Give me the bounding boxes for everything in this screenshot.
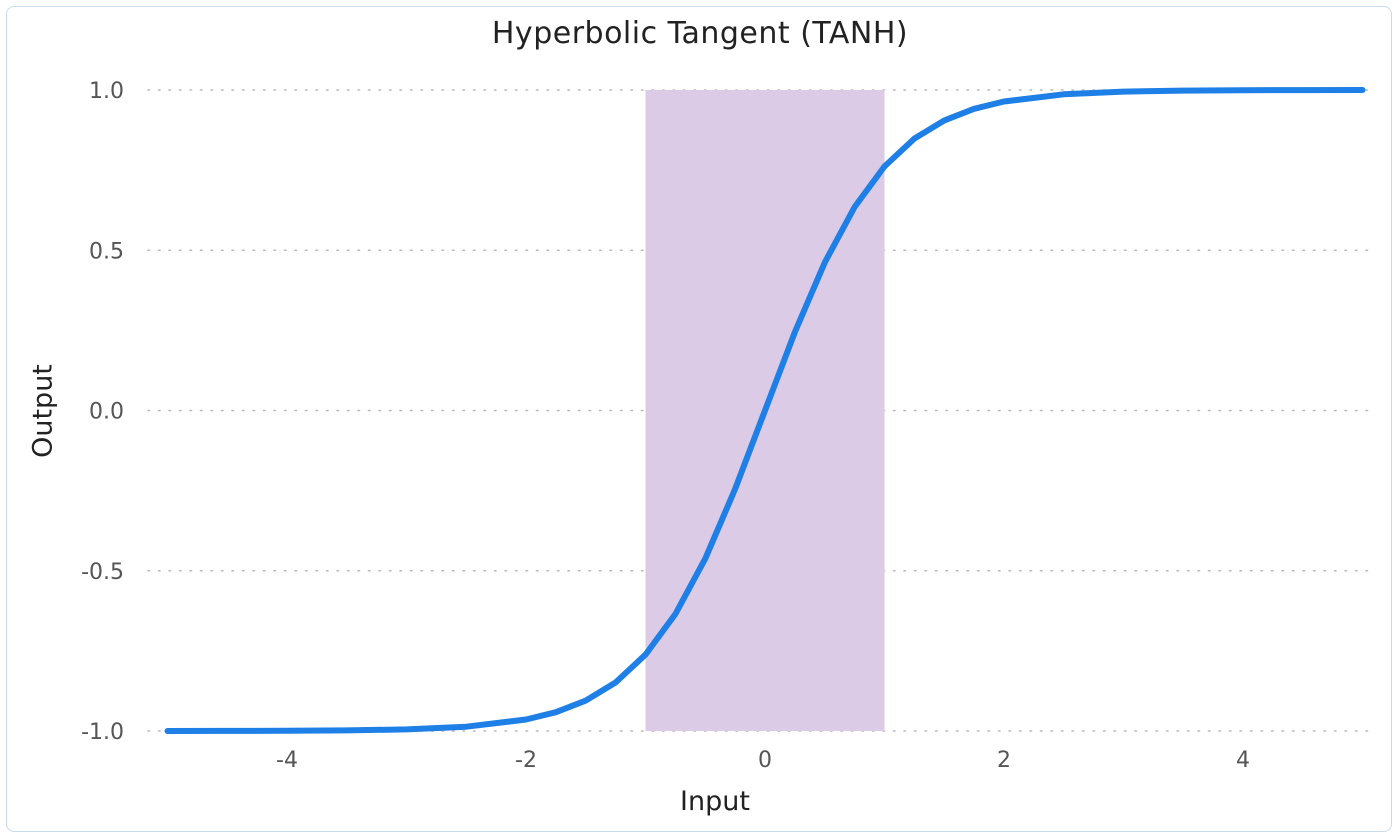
y-tick-label: -1.0 (81, 720, 124, 745)
series-group (164, 87, 1366, 734)
x-tick-labels: -4 -2 0 2 4 (276, 748, 1250, 773)
x-tick-label: 4 (1236, 748, 1250, 773)
x-tick-label: 0 (758, 748, 772, 773)
chart-title: Hyperbolic Tangent (TANH) (491, 16, 909, 51)
y-tick-label: 0.0 (89, 400, 124, 425)
y-tick-label: -0.5 (81, 560, 124, 585)
y-tick-label: 1.0 (89, 79, 124, 104)
x-axis-label: Input (680, 786, 750, 817)
y-tick-label: 0.5 (89, 239, 124, 264)
y-tick-labels: -1.0 -0.5 0.0 0.5 1.0 (81, 79, 124, 745)
series-line (164, 87, 1366, 734)
y-axis-label: Output (27, 364, 59, 458)
x-tick-label: -2 (515, 748, 537, 773)
x-tick-label: -4 (276, 748, 298, 773)
x-tick-label: 2 (997, 748, 1011, 773)
